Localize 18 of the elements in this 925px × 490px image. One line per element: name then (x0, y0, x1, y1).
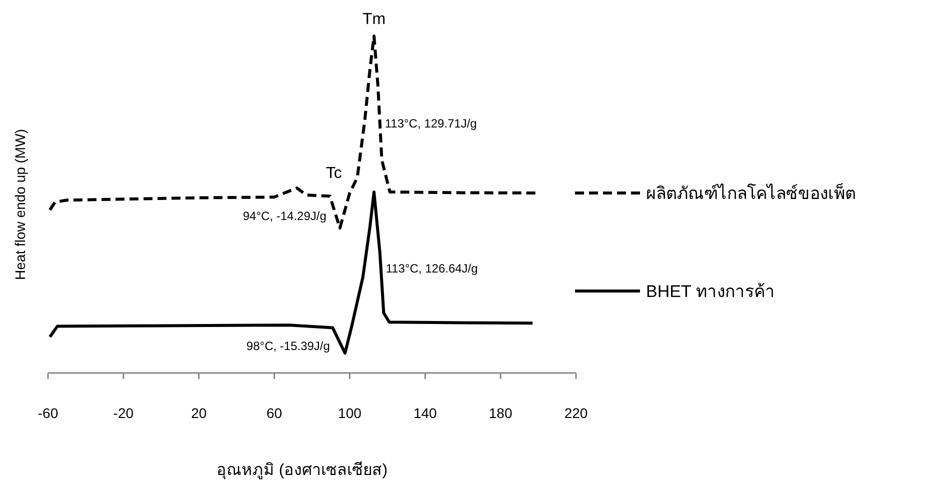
legend-label: ผลิตภัณฑ์ไกลโคไลซ์ของเพ็ต (646, 182, 856, 203)
annotation: 94°C, -14.29J/g (242, 209, 326, 224)
y-axis-title: Heat flow endo up (MW) (12, 129, 28, 280)
x-tick-label: -20 (113, 405, 134, 421)
x-tick-label: 60 (266, 405, 282, 421)
legend-label: BHET ทางการค้า (646, 282, 775, 301)
x-tick-label: 20 (191, 405, 207, 421)
x-tick-label: 180 (488, 405, 512, 421)
annotation: Tc (326, 165, 342, 182)
x-axis-title: อุณหภูมิ (องศาเซลเซียส) (216, 461, 388, 480)
annotation: Tm (362, 11, 386, 28)
x-tick-label: 220 (564, 405, 588, 421)
x-tick-label: 140 (413, 405, 438, 421)
annotation: 113°C, 126.64J/g (386, 262, 478, 276)
x-tick-label: 100 (338, 405, 362, 421)
x-tick-label: -60 (38, 405, 58, 421)
annotation: 98°C, -15.39J/g (246, 339, 330, 354)
annotation: 113°C, 129.71J/g (384, 116, 477, 131)
